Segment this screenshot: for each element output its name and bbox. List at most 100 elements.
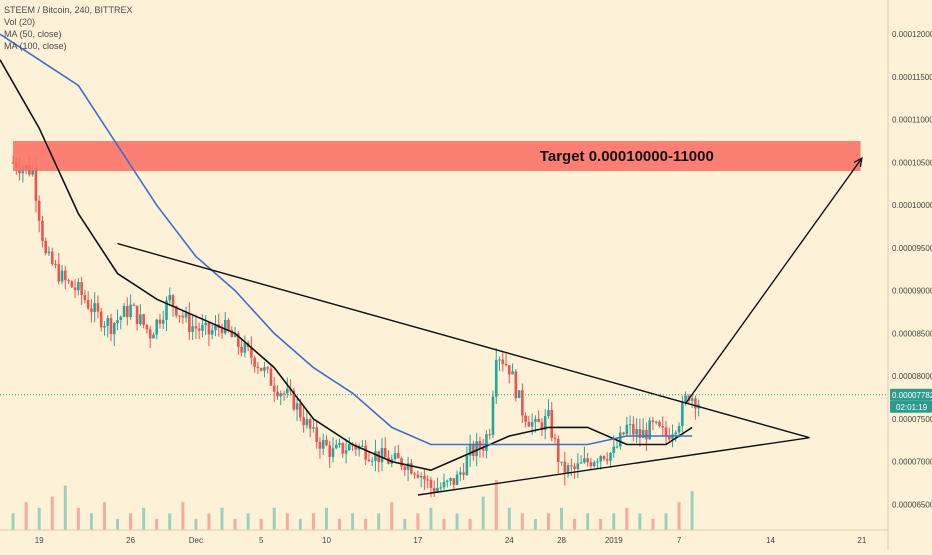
candle-body xyxy=(328,445,332,457)
moving-averages xyxy=(0,33,693,472)
candle-body xyxy=(168,295,172,301)
candle-body xyxy=(429,479,433,488)
candle-body xyxy=(589,462,593,467)
volume-bar xyxy=(612,513,616,530)
candle-body xyxy=(406,463,410,470)
candle-body xyxy=(204,322,207,326)
candle-body xyxy=(367,459,371,461)
candle-body xyxy=(253,357,256,367)
candle-body xyxy=(622,432,625,435)
y-tick-label: 0.00008000 xyxy=(892,372,932,381)
volume-bar xyxy=(455,513,459,530)
candle-body xyxy=(181,315,185,318)
volume-bar xyxy=(560,507,564,530)
volume-bar xyxy=(664,513,668,530)
candle-body xyxy=(50,251,54,265)
candle-body xyxy=(442,481,446,488)
volume-bar xyxy=(520,513,524,530)
volume-bar xyxy=(377,513,381,530)
legend-ma50[interactable]: MA (50, close) xyxy=(4,29,62,39)
candle-body xyxy=(96,303,100,312)
candle-body xyxy=(194,326,198,329)
candle-body xyxy=(596,461,599,463)
last-price-label: 0.00007782 xyxy=(892,391,932,400)
candle-body xyxy=(615,446,619,448)
candle-body xyxy=(256,366,260,368)
volume-bar xyxy=(651,518,655,530)
volume-bar xyxy=(272,507,276,530)
candle-body xyxy=(135,305,139,325)
volume-bar xyxy=(285,513,289,530)
x-tick-label: 26 xyxy=(126,536,135,545)
candle-body xyxy=(654,421,658,423)
volume-bar xyxy=(116,518,120,530)
legend-vol[interactable]: Vol (20) xyxy=(4,17,35,27)
candle-body xyxy=(361,445,364,447)
candle-body xyxy=(432,487,436,492)
candle-body xyxy=(410,463,413,474)
candle-body xyxy=(579,462,583,464)
candle-body xyxy=(338,442,341,445)
candle-body xyxy=(530,421,534,427)
y-tick-label: 0.00006500 xyxy=(892,500,932,509)
y-tick-label: 0.00011000 xyxy=(892,116,932,125)
candle-body xyxy=(174,306,178,316)
candle-body xyxy=(560,461,563,463)
candle-body xyxy=(331,448,335,457)
candle-body xyxy=(106,318,110,326)
candle-body xyxy=(37,200,41,221)
ascending-trendline xyxy=(417,437,810,496)
volume-bar xyxy=(102,502,106,530)
candle-body xyxy=(86,300,90,309)
candle-body xyxy=(250,347,253,358)
legend-ma100[interactable]: MA (100, close) xyxy=(4,41,67,51)
x-tick-label: 19 xyxy=(35,536,44,545)
candle-body xyxy=(145,324,149,330)
last-price-badge xyxy=(890,388,932,401)
candle-body xyxy=(628,424,632,426)
candle-body xyxy=(282,393,286,395)
volume-bar xyxy=(416,513,420,530)
candle-body xyxy=(73,287,77,291)
candle-body xyxy=(635,429,638,435)
candle-body xyxy=(383,448,387,458)
trendlines xyxy=(117,156,863,496)
candle-body xyxy=(44,240,48,254)
candle-body xyxy=(171,295,175,307)
target-label: Target 0.00010000-11000 xyxy=(540,148,714,165)
candle-body xyxy=(553,437,557,439)
volume-bars xyxy=(11,480,694,530)
candle-body xyxy=(165,300,168,320)
x-tick-label: 7 xyxy=(677,536,682,545)
candle-body xyxy=(348,443,351,451)
candle-body xyxy=(439,487,443,489)
candle-body xyxy=(237,333,240,347)
candle-body xyxy=(119,316,123,320)
candle-body xyxy=(586,458,589,463)
candle-body xyxy=(132,304,136,306)
candle-body xyxy=(645,429,648,440)
candle-body xyxy=(507,365,511,375)
candle-body xyxy=(550,410,554,438)
descending-trendline xyxy=(117,242,810,439)
volume-bar xyxy=(546,513,550,530)
candle-body xyxy=(41,220,44,241)
candle-body xyxy=(240,346,243,353)
candle-body xyxy=(57,264,61,282)
volume-bar xyxy=(155,518,159,530)
y-tick-label: 0.00012000 xyxy=(892,30,932,39)
candle-body xyxy=(122,305,126,317)
candle-body xyxy=(109,318,113,335)
candle-body xyxy=(592,462,596,467)
candle-body xyxy=(625,424,629,435)
legend-symbol[interactable]: STEEM / Bitcoin, 240, BITTREX xyxy=(4,5,133,15)
candle-body xyxy=(116,319,119,324)
ma100-line xyxy=(0,33,693,446)
candle-body xyxy=(690,398,694,401)
candle-body xyxy=(178,315,181,317)
candle-body xyxy=(517,390,521,399)
projection-arrow-line xyxy=(685,157,863,404)
x-tick-label: 14 xyxy=(766,536,775,545)
